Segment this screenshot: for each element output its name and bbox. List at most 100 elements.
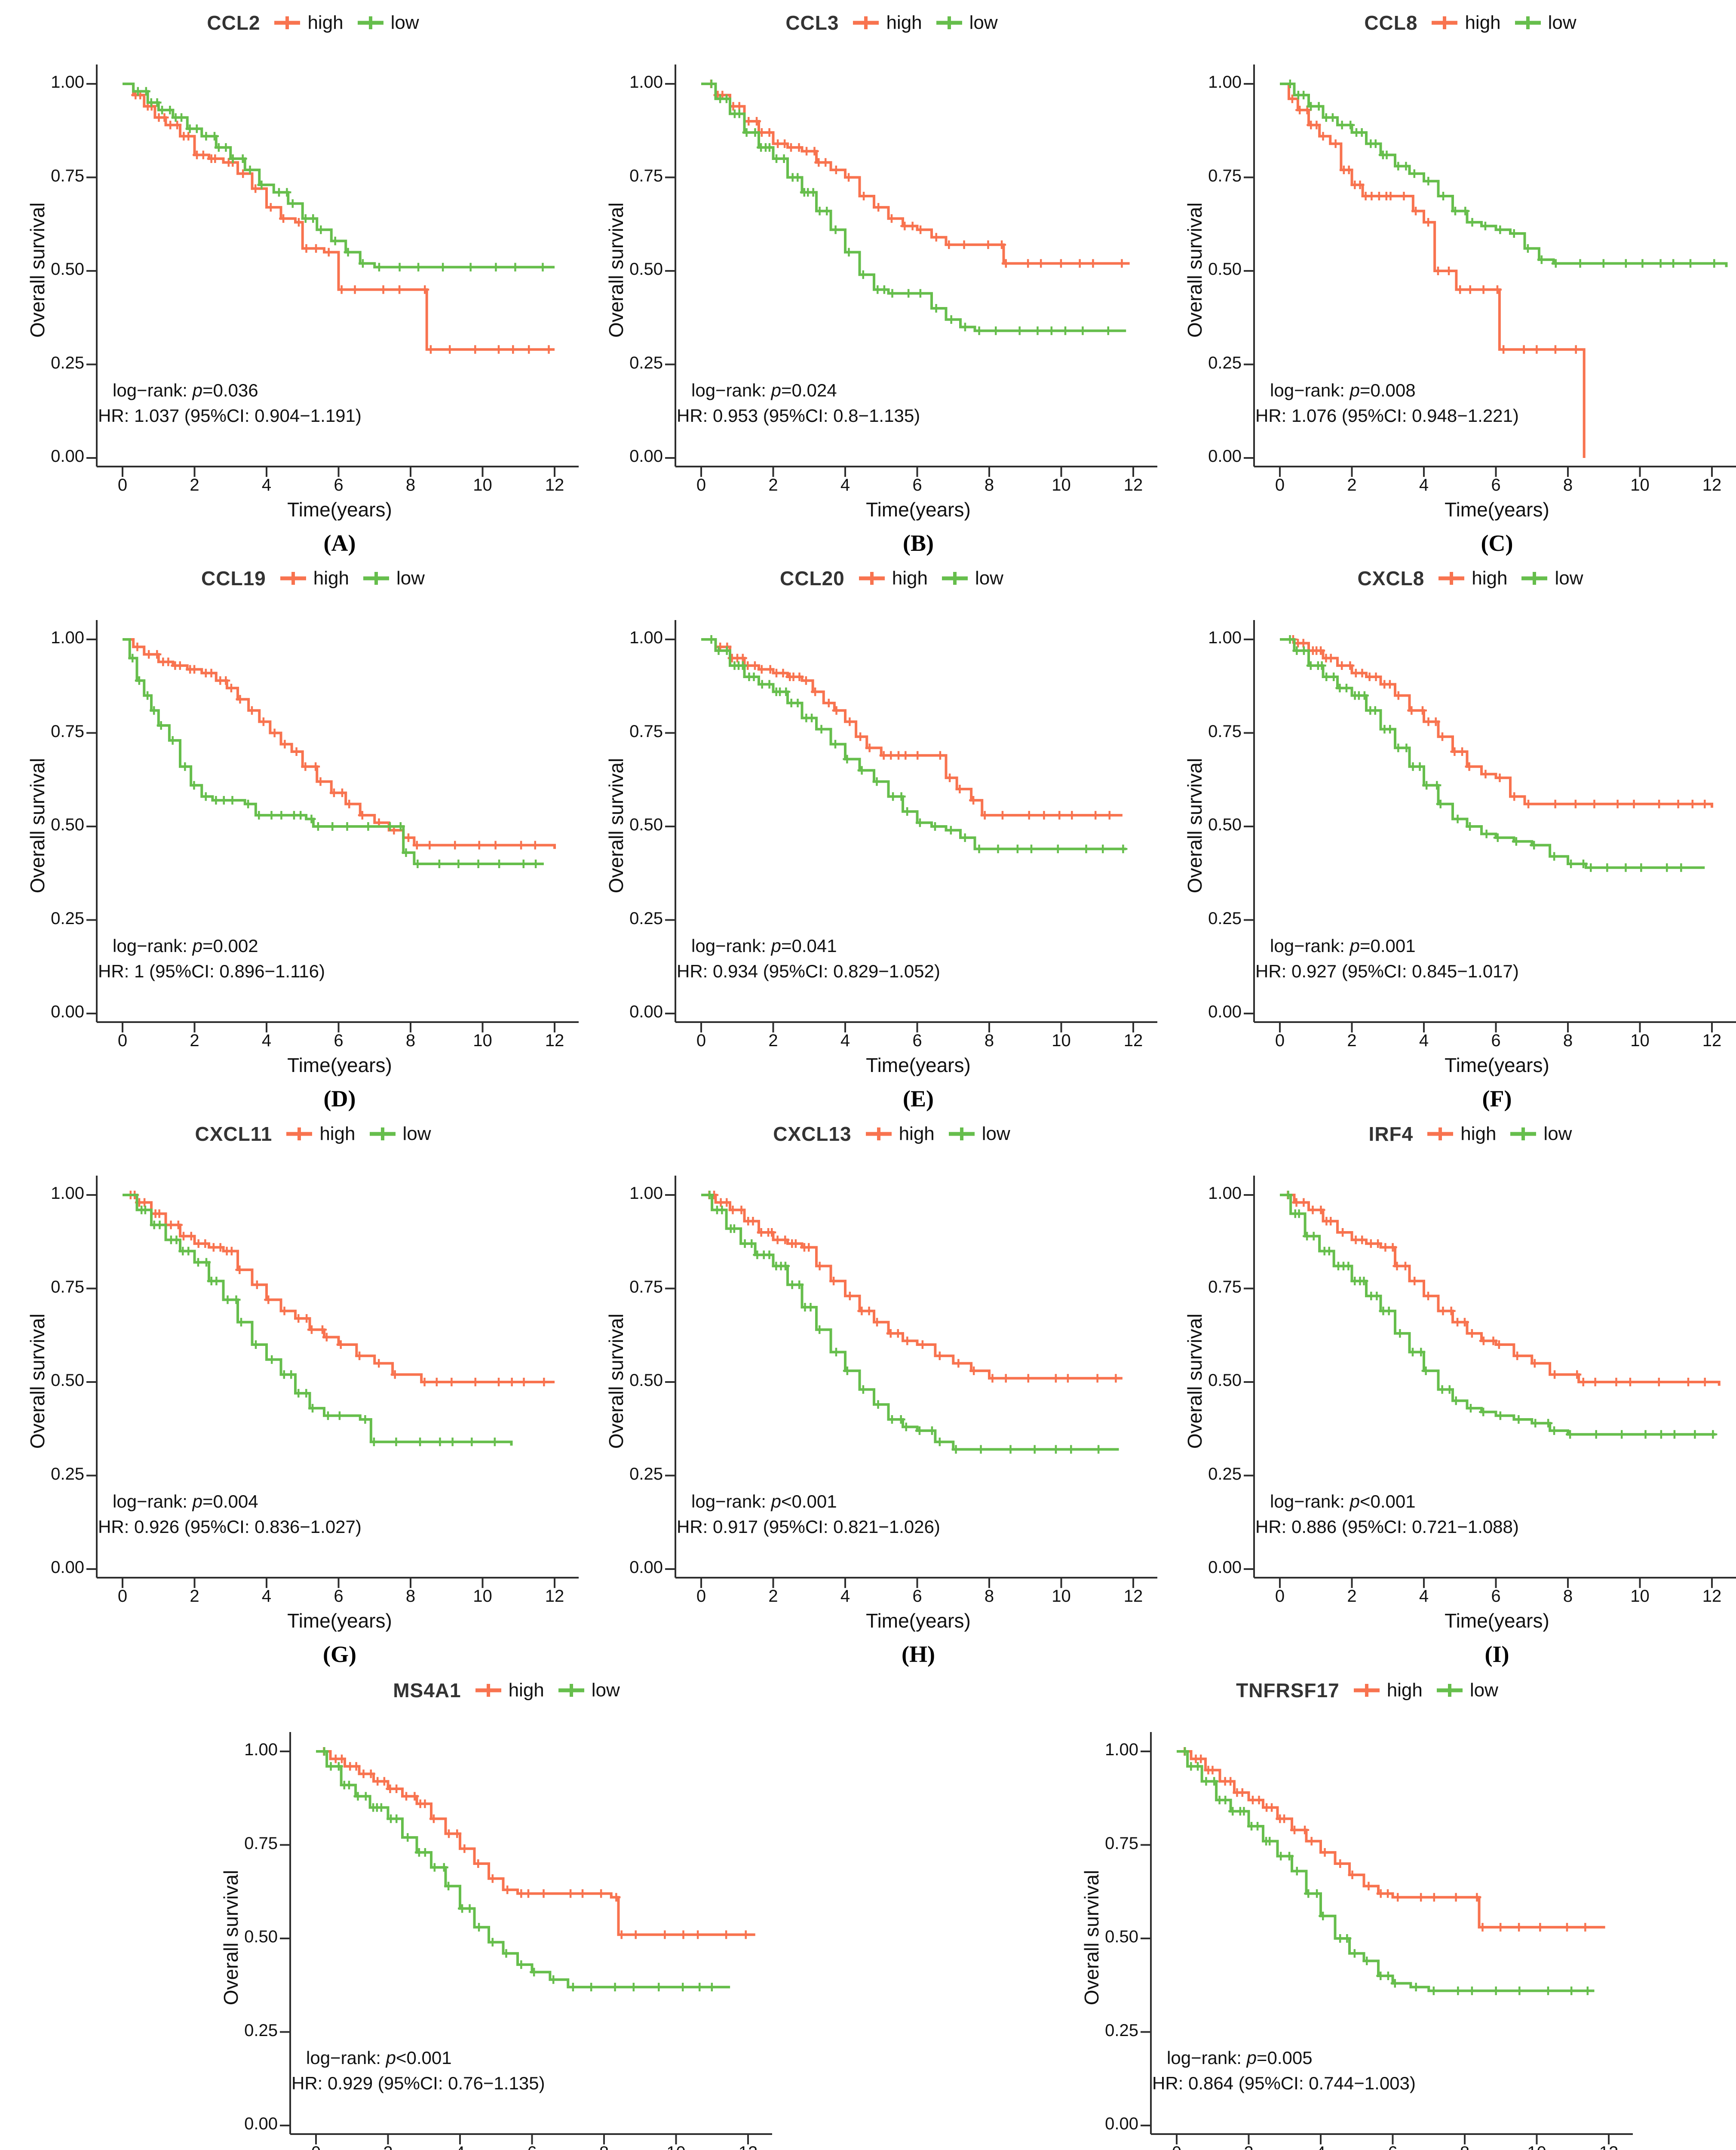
- legend-label-low: low: [1543, 1123, 1572, 1144]
- legend-label-low: low: [975, 568, 1003, 589]
- km-curve-high: [123, 1194, 555, 1383]
- logrank-line: log−rank: p=0.008: [1255, 378, 1519, 403]
- x-tick-label: 10: [646, 2143, 706, 2150]
- legend-item-high: high: [858, 568, 928, 589]
- logrank-line: log−rank: p=0.001: [1255, 933, 1519, 958]
- p-symbol: p: [192, 936, 202, 956]
- high-curve-marker-icon: [1438, 572, 1465, 585]
- hr-line: HR: 0.926 (95%CI: 0.836−1.027): [98, 1517, 362, 1537]
- y-tick-label: 0.50: [629, 260, 663, 279]
- x-tick-label: 6: [1491, 1587, 1501, 1606]
- hr-line: HR: 1.076 (95%CI: 0.948−1.221): [1255, 405, 1519, 426]
- panel-letter: (B): [903, 530, 934, 556]
- km-plot: [665, 64, 1157, 477]
- x-tick-label: 10: [1052, 1031, 1071, 1050]
- hr-line: HR: 1.037 (95%CI: 0.904−1.191): [98, 405, 362, 426]
- low-curve-marker-icon: [1436, 1684, 1463, 1697]
- legend-label-high: high: [1460, 1123, 1497, 1144]
- legend-label-high: high: [892, 568, 928, 589]
- x-tick-label: 6: [334, 476, 344, 494]
- panel-title: CCL20: [780, 567, 845, 590]
- x-tick-label: 2: [1347, 1031, 1357, 1050]
- legend-item-low: low: [1509, 1123, 1572, 1145]
- p-symbol: p: [192, 1491, 202, 1511]
- km-curve-low: [701, 83, 1126, 332]
- legend-label-low: low: [402, 1123, 431, 1144]
- x-tick-label: 4: [840, 1587, 850, 1606]
- legend-label-high: high: [1386, 1680, 1423, 1701]
- y-tick-label: 0.25: [244, 2021, 278, 2040]
- x-axis-label: Time(years): [866, 1609, 971, 1632]
- km-curve-high: [316, 1750, 755, 1936]
- logrank-label: log−rank:: [691, 380, 766, 400]
- x-tick-label: 4: [1419, 1031, 1429, 1050]
- low-curve-marker-icon: [1515, 16, 1541, 29]
- y-tick-label: 0.75: [244, 1834, 278, 1853]
- hr-line: HR: 0.934 (95%CI: 0.829−1.052): [677, 961, 940, 981]
- x-tick-label: 2: [768, 1031, 778, 1050]
- y-tick-label: 0.25: [629, 909, 663, 928]
- y-tick-label: 0.00: [51, 1558, 84, 1577]
- x-tick-label: 4: [1419, 476, 1429, 494]
- x-tick-label: 10: [1630, 476, 1650, 494]
- logrank-label: log−rank:: [1270, 1491, 1345, 1511]
- legend-label-high: high: [313, 568, 349, 589]
- x-tick-label: 6: [334, 1031, 344, 1050]
- low-curve-marker-icon: [1521, 572, 1548, 585]
- logrank-line: log−rank: p<0.001: [291, 2045, 545, 2070]
- km-plot: [86, 64, 579, 477]
- y-tick-label: 0.00: [1208, 1002, 1242, 1021]
- x-tick-label: 4: [261, 1031, 272, 1050]
- x-axis-label: Time(years): [866, 1054, 971, 1076]
- low-curve-marker-icon: [942, 572, 968, 585]
- legend-item-high: high: [279, 568, 349, 589]
- p-value: =0.036: [202, 380, 258, 400]
- km-curve-high: [701, 638, 1123, 817]
- y-tick-label: 1.00: [1105, 1740, 1138, 1759]
- y-tick-label: 0.75: [629, 1277, 663, 1296]
- logrank-line: log−rank: p=0.024: [677, 378, 920, 403]
- x-tick-label: 0: [117, 1587, 128, 1606]
- hr-line: HR: 0.953 (95%CI: 0.8−1.135): [677, 405, 920, 426]
- legend-label-low: low: [396, 568, 425, 589]
- low-curve-marker-icon: [1510, 1127, 1537, 1140]
- legend-label-high: high: [1472, 568, 1508, 589]
- x-tick-label: 12: [545, 476, 564, 494]
- legend-item-high: high: [865, 1123, 935, 1145]
- x-tick-label: 12: [1123, 1587, 1143, 1606]
- p-symbol: p: [1350, 936, 1360, 956]
- x-tick-label: 0: [696, 1587, 706, 1606]
- panel-header: IRF4 high low: [1205, 1122, 1736, 1146]
- legend-label-high: high: [319, 1123, 356, 1144]
- x-tick-label: 10: [1507, 2143, 1567, 2150]
- km-curve-high: [701, 83, 1130, 265]
- y-tick-label: 0.75: [1208, 722, 1242, 741]
- legend-item-high: high: [273, 12, 344, 34]
- hr-line: HR: 0.929 (95%CI: 0.76−1.135): [291, 2073, 545, 2093]
- x-tick-label: 12: [1579, 2143, 1639, 2150]
- km-plot: [1244, 64, 1736, 477]
- legend-label-low: low: [981, 1123, 1010, 1144]
- legend-item-low: low: [1514, 12, 1577, 34]
- panel-header: CCL19 high low: [47, 567, 579, 590]
- km-curve-low: [1280, 83, 1728, 267]
- x-axis-label: Time(years): [287, 498, 392, 521]
- km-panel: MS4A1 high low Overall survival log−rank…: [193, 1668, 772, 2150]
- km-curve-high: [1177, 1750, 1605, 1929]
- p-value: =0.024: [781, 380, 837, 400]
- stats-annotation: log−rank: p=0.036 HR: 1.037 (95%CI: 0.90…: [98, 378, 362, 428]
- y-tick-label: 0.25: [51, 353, 84, 372]
- logrank-label: log−rank:: [306, 2048, 381, 2068]
- logrank-line: log−rank: p<0.001: [677, 1489, 940, 1514]
- km-curve-high: [701, 1194, 1123, 1380]
- x-tick-label: 6: [1491, 476, 1501, 494]
- x-tick-label: 6: [912, 476, 922, 494]
- y-tick-label: 0.00: [51, 447, 84, 466]
- logrank-line: log−rank: p<0.001: [1255, 1489, 1519, 1514]
- x-axis-label: Time(years): [1445, 1609, 1549, 1632]
- y-tick-label: 0.75: [629, 166, 663, 185]
- x-tick-label: 12: [1123, 1031, 1143, 1050]
- logrank-label: log−rank:: [113, 1491, 187, 1511]
- x-tick-label: 2: [1347, 476, 1357, 494]
- x-tick-label: 0: [696, 1031, 706, 1050]
